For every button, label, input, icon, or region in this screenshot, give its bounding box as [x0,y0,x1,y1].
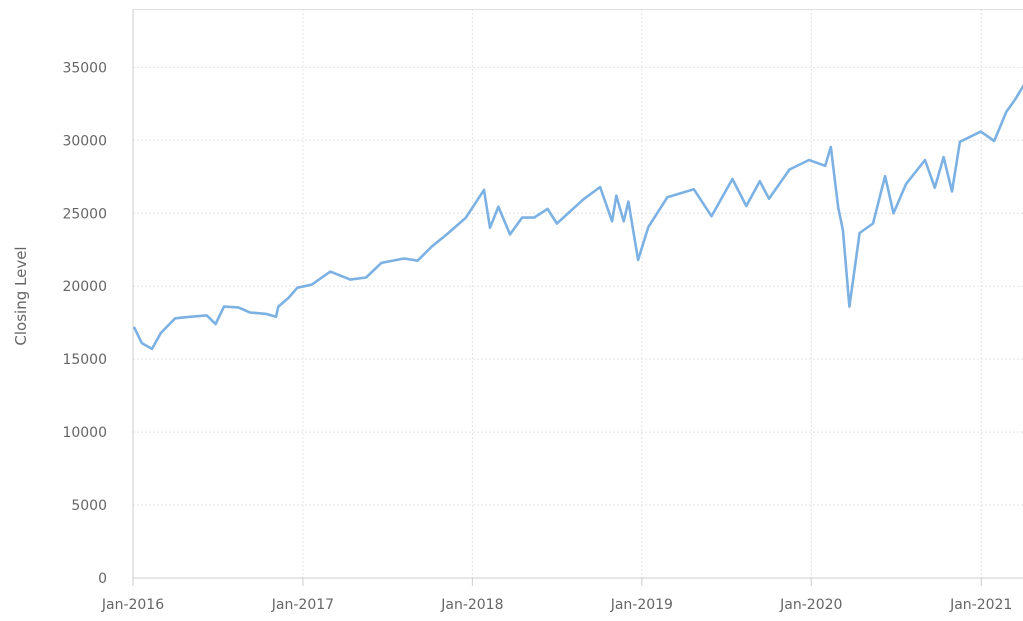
y-tick-label: 5000 [71,498,107,514]
y-axis-ticks: 0 5000 10000 15000 20000 25000 30000 35000 [62,60,107,587]
x-tick-label: Jan-2019 [610,597,673,613]
x-tick-label: Jan-2020 [779,597,842,613]
y-tick-label: 15000 [62,352,107,368]
y-tick-label: 20000 [62,279,107,295]
series-group [133,84,1023,351]
x-tick-label: Jan-2021 [949,597,1012,613]
x-tick-label: Jan-2017 [271,597,334,613]
x-tick-label: Jan-2016 [101,597,164,613]
y-tick-label: 25000 [62,206,107,222]
grid-lines [133,9,1023,578]
x-axis-ticks: Jan-2016 Jan-2017 Jan-2018 Jan-2019 Jan-2020… [101,578,1012,613]
axes [132,9,1023,579]
plot-background [133,9,1023,578]
series-line [133,84,1023,351]
y-axis-title: Closing Level [12,246,30,345]
y-tick-label: 35000 [62,60,107,76]
x-tick-label: Jan-2018 [440,597,503,613]
y-tick-label: 10000 [62,425,107,441]
y-tick-label: 30000 [62,133,107,149]
y-tick-label: 0 [98,571,107,587]
